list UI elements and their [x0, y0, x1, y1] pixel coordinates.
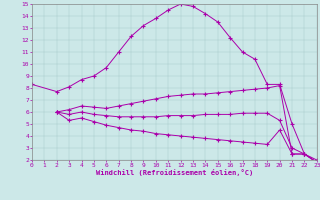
X-axis label: Windchill (Refroidissement éolien,°C): Windchill (Refroidissement éolien,°C): [96, 169, 253, 176]
